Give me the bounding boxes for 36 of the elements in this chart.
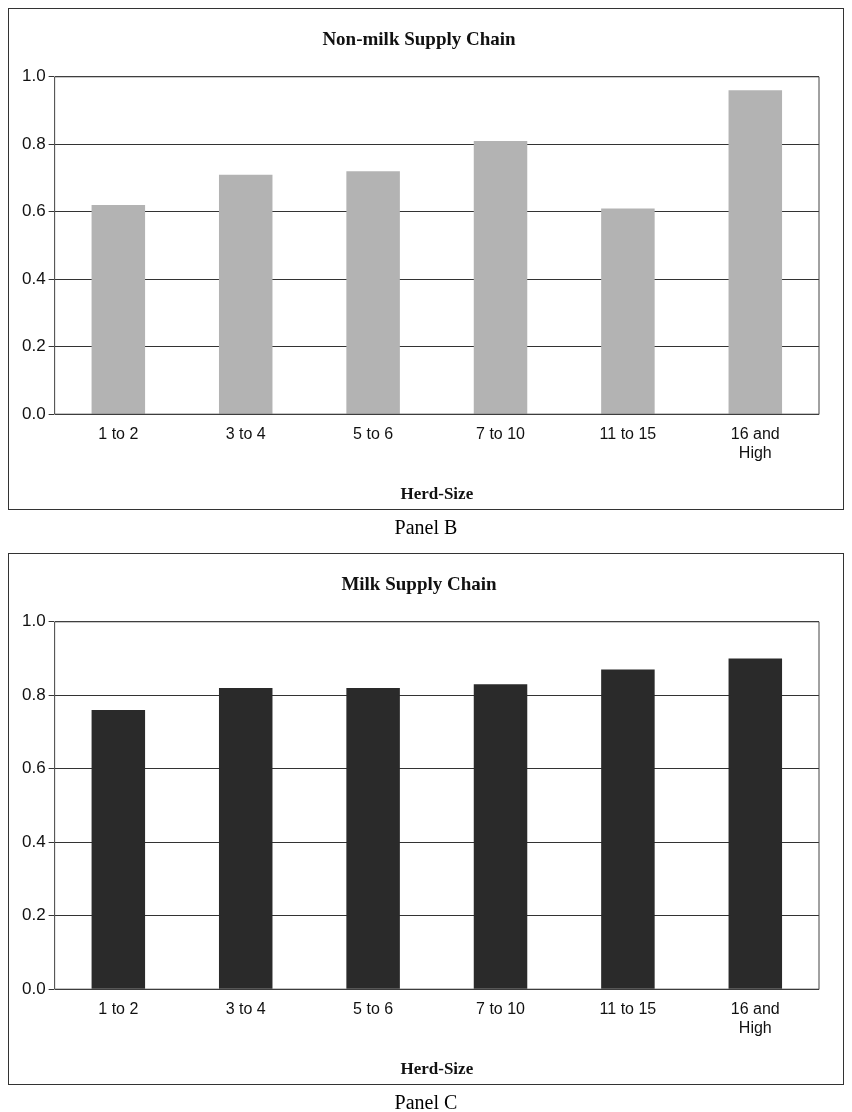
x-tick-label: 11 to 15: [599, 425, 657, 443]
y-tick-label: 1.0: [21, 66, 46, 86]
y-tick-label: 0.4: [21, 831, 46, 851]
y-tick-label: 0.4: [21, 268, 46, 288]
y-tick-label: 1.0: [21, 611, 46, 631]
bar: [218, 174, 273, 414]
y-tick-label: 0.6: [21, 201, 46, 221]
bar: [473, 140, 528, 414]
x-tick-label: 3 to 4: [225, 425, 266, 443]
y-tick-label: 0.0: [21, 978, 46, 998]
text: Panel B: [393, 516, 459, 539]
text: Panel C: [393, 1091, 459, 1112]
y-tick-label: 0.2: [21, 336, 46, 356]
chart-title: Non-milk Supply Chain: [322, 28, 517, 50]
x-tick-label: 7 to 10: [476, 1000, 526, 1018]
x-axis-title: Herd-Size: [400, 484, 474, 504]
y-tick-label: 0.8: [21, 133, 46, 153]
y-tick-label: 0.0: [21, 403, 46, 423]
x-tick-label: 11 to 15: [599, 1000, 657, 1018]
y-tick-label: 0.2: [21, 905, 46, 925]
x-tick-label: 5 to 6: [353, 1000, 394, 1018]
bar: [346, 171, 400, 414]
bar: [91, 205, 146, 414]
bar: [601, 208, 655, 414]
x-tick-label: 5 to 6: [353, 425, 394, 443]
x-tick-label: 1 to 2: [98, 425, 139, 443]
x-axis-title: Herd-Size: [400, 1059, 474, 1079]
x-tick-label: 7 to 10: [476, 425, 526, 443]
y-tick-label: 0.8: [21, 684, 46, 704]
x-tick-label: 1 to 2: [98, 1000, 139, 1018]
y-tick-label: 0.6: [21, 758, 46, 778]
bar: [728, 90, 783, 414]
x-tick-label: 16 and High: [730, 1000, 780, 1037]
x-tick-label: 3 to 4: [225, 1000, 266, 1018]
chart-title: Milk Supply Chain: [341, 573, 498, 595]
x-tick-label: 16 and High: [730, 425, 780, 462]
